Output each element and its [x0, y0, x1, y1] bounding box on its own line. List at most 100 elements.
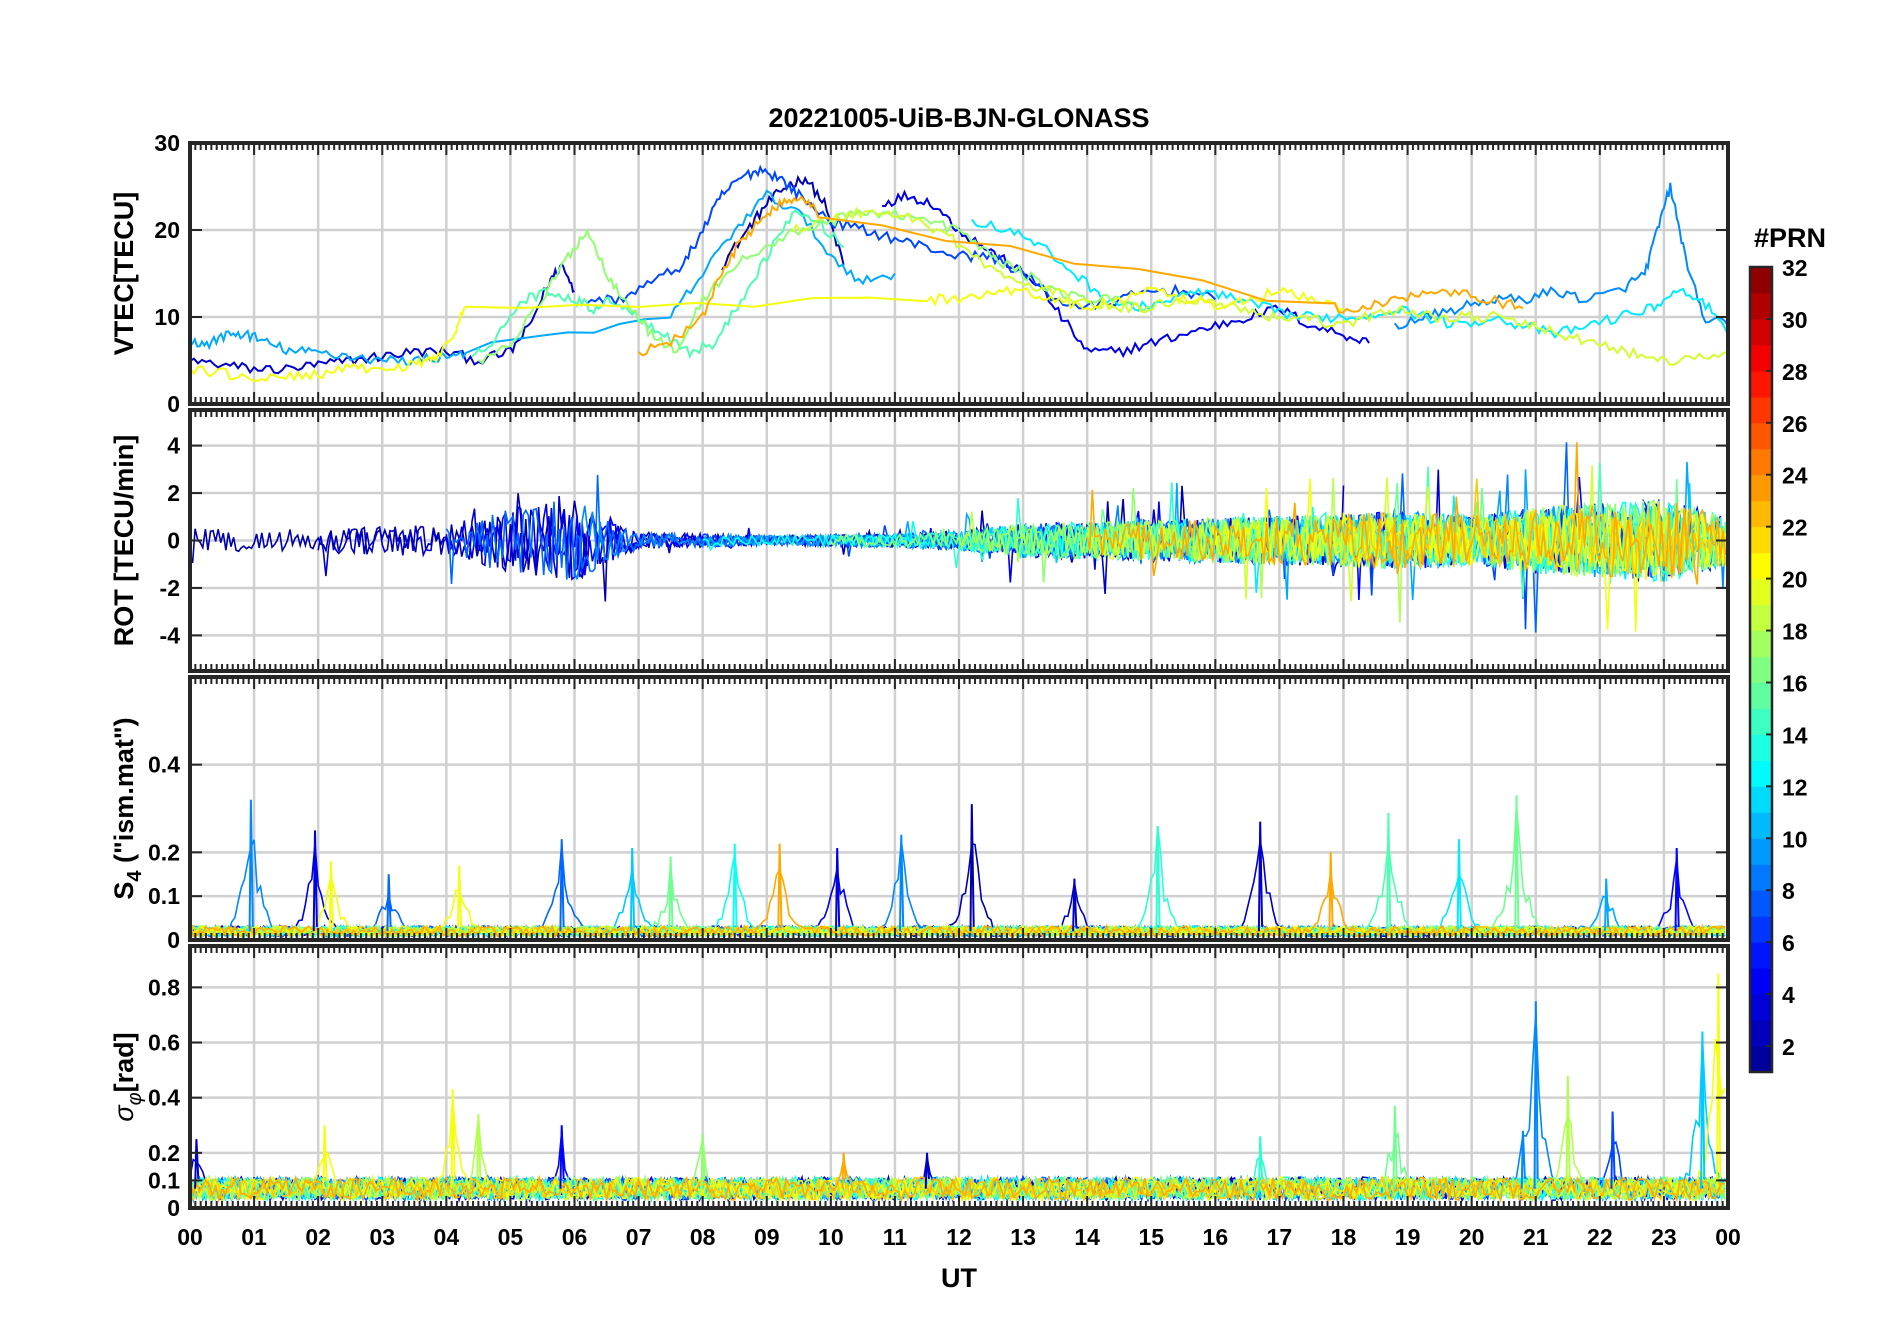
- colorbar-tick-label: 22: [1782, 515, 1808, 541]
- colorbar-segment: [1750, 864, 1772, 891]
- vtec-series-prn-23: [637, 195, 1524, 357]
- x-tick-label: 23: [1651, 1224, 1677, 1250]
- sigma_phi-ytick-label: 0.4: [148, 1085, 180, 1111]
- rot-y-axis-label: ROT [TECU/min]: [109, 435, 139, 646]
- s4-y-axis-label: S4 ("ism.mat"): [109, 717, 146, 899]
- x-tick-label: 11: [883, 1224, 908, 1250]
- vtec-series-prn-17: [477, 207, 1152, 365]
- x-tick-label: 02: [305, 1224, 331, 1250]
- colorbar-segment: [1750, 578, 1772, 606]
- colorbar-segment: [1750, 812, 1772, 839]
- s4-ytick-label: 0: [167, 927, 180, 953]
- s4-peak-2: [328, 861, 334, 932]
- x-tick-label: 14: [1074, 1224, 1100, 1250]
- sigma_phi-peak-3: [476, 1114, 482, 1189]
- colorbar-segment: [1750, 656, 1772, 683]
- vtec-traces: [190, 164, 1728, 383]
- x-tick-label: 05: [498, 1224, 524, 1250]
- sigma_phi-trace-prn-23: [190, 1159, 1726, 1204]
- sigma_phi-traces: [190, 973, 1726, 1204]
- vtec-series-prn-3: [190, 262, 575, 375]
- colorbar-tick-label: 18: [1782, 619, 1808, 645]
- s4-peak-17: [1386, 812, 1392, 932]
- s4-trace-prn-20: [190, 876, 1726, 939]
- colorbar-segment: [1750, 267, 1772, 294]
- s4-ytick-label: 0.2: [148, 839, 180, 865]
- sigma_phi-ytick-label: 0: [167, 1195, 180, 1221]
- s4-peak-3: [386, 874, 392, 932]
- sigma_phi-peak-8: [1257, 1136, 1264, 1189]
- sigma_phi-peak-10: [1520, 1130, 1526, 1189]
- x-tick-label: 09: [754, 1224, 780, 1250]
- sigma_phi-peak-6: [841, 1152, 847, 1189]
- vtec-series-prn-4: [882, 189, 1370, 359]
- s4-ytick-label: 0.1: [148, 883, 180, 909]
- sigma_phi-peak-2: [450, 1089, 456, 1189]
- colorbar-segment: [1750, 370, 1772, 398]
- colorbar-segment: [1750, 682, 1772, 709]
- s4-peak-10: [835, 847, 841, 932]
- colorbar-segment: [1750, 708, 1772, 735]
- s4-peak-20: [1604, 878, 1610, 932]
- colorbar-segment: [1750, 500, 1772, 528]
- s4-peak-0: [248, 799, 254, 932]
- s4-panel: 0 0.1 0.2 0.4S4 ("ism.mat"): [109, 675, 1730, 953]
- s4-peak-9: [777, 843, 783, 932]
- colorbar-segment: [1750, 474, 1772, 502]
- vtec-panel: 0 10 20 30 VTEC[TECU]: [109, 130, 1730, 417]
- colorbar-tick-label: 4: [1782, 982, 1795, 1008]
- sigma_phi-peak-5: [700, 1133, 706, 1189]
- x-tick-label: 10: [818, 1224, 844, 1250]
- colorbar-segment: [1750, 630, 1772, 658]
- sigma_phi-peak-14: [1700, 1031, 1706, 1189]
- colorbar-tick-label: 16: [1782, 670, 1808, 696]
- sigma_phi-peak-12: [1565, 1075, 1571, 1189]
- x-tick-label: 21: [1523, 1224, 1549, 1250]
- colorbar-segment: [1750, 292, 1772, 320]
- rot-panel: -4 -2 0 2 4 ROT [TECU/min]: [109, 408, 1730, 673]
- sigma_phi-peak-1: [322, 1125, 328, 1189]
- s4-peak-16: [1328, 852, 1334, 932]
- colorbar-segment: [1750, 942, 1772, 969]
- colorbar-segment: [1750, 760, 1772, 787]
- s4-peak-14: [1155, 825, 1161, 932]
- colorbar-segment: [1750, 916, 1772, 943]
- sigma_phi-peak-15: [1716, 973, 1722, 1189]
- x-tick-label: 07: [626, 1224, 652, 1250]
- x-tick-label: 20: [1459, 1224, 1485, 1250]
- rot-trace-prn-23: [1086, 442, 1727, 585]
- colorbar-segment: [1750, 786, 1772, 813]
- colorbar-tick-label: 20: [1782, 567, 1808, 593]
- x-tick-label: 16: [1203, 1224, 1229, 1250]
- s4-peak-15: [1257, 821, 1264, 932]
- colorbar-tick-label: 24: [1782, 463, 1808, 489]
- colorbar-tick-label: 14: [1782, 722, 1808, 748]
- vtec-series-prn-20: [190, 285, 1345, 383]
- rot-ytick-label: -2: [160, 575, 180, 601]
- vtec-series-prn-15: [471, 209, 845, 359]
- colorbar-tick-label: 30: [1782, 307, 1808, 333]
- colorbar-tick-label: 2: [1782, 1034, 1795, 1060]
- x-tick-label: 00: [1715, 1224, 1741, 1250]
- colorbar-segment: [1750, 734, 1772, 761]
- s4-peak-13: [1072, 878, 1078, 932]
- colorbar-segment: [1750, 526, 1772, 554]
- x-tick-label: 19: [1395, 1224, 1421, 1250]
- colorbar-segment: [1750, 1020, 1772, 1047]
- rot-traces: [190, 442, 1727, 633]
- sigma_phi-peak-4: [559, 1125, 565, 1189]
- sigma_phi-peak-9: [1392, 1105, 1398, 1189]
- colorbar-tick-label: 26: [1782, 411, 1808, 437]
- s4-peak-1: [312, 830, 318, 932]
- colorbar-tick-label: 32: [1782, 255, 1808, 281]
- rot-ytick-label: 4: [167, 433, 180, 459]
- x-tick-label: 17: [1267, 1224, 1293, 1250]
- vtec-ytick-label: 20: [154, 217, 180, 243]
- sigma_phi-ytick-label: 0.1: [148, 1167, 180, 1193]
- vtec-ytick-label: 0: [167, 391, 180, 417]
- colorbar-tick-label: 8: [1782, 878, 1795, 904]
- colorbar-tick-label: 12: [1782, 774, 1808, 800]
- colorbar-segment: [1750, 552, 1772, 580]
- vtec-series-prn-7: [586, 164, 1217, 311]
